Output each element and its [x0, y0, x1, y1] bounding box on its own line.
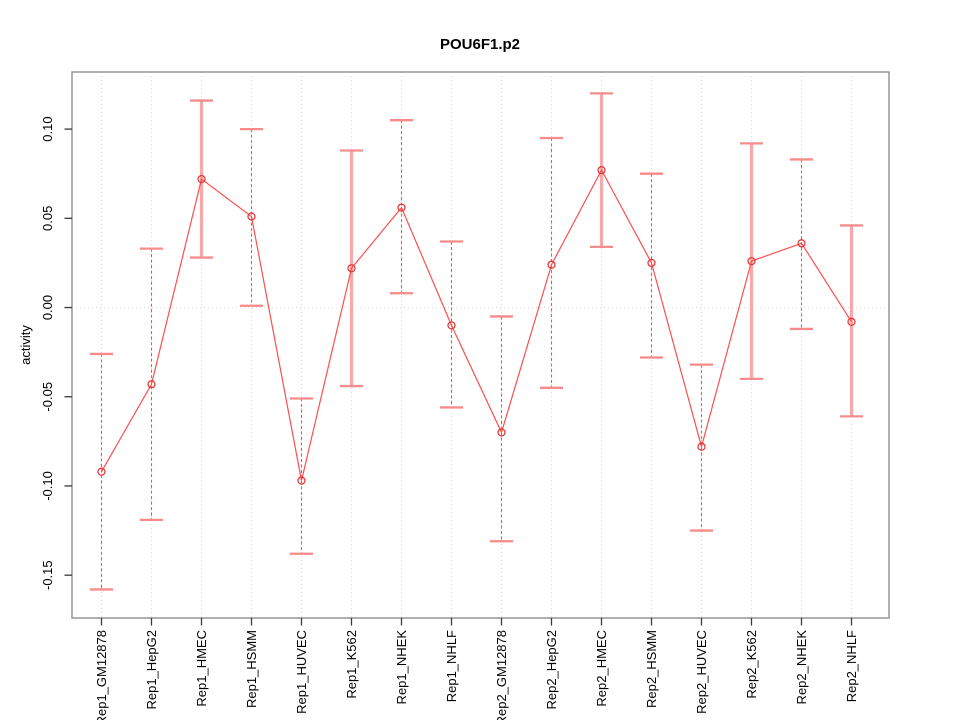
data-point [147, 380, 156, 389]
x-tick-label: Rep1_K562 [344, 630, 359, 699]
data-point [497, 428, 506, 437]
x-axis-ticks: Rep1_GM12878 Rep1_HepG2 Rep1_HMEC Rep1_HSMM… [94, 618, 859, 720]
y-tick-label: 0.05 [40, 206, 55, 231]
error-bar [540, 136, 563, 389]
error-bar [290, 397, 313, 555]
x-tick-label: Rep1_HMEC [194, 630, 209, 707]
x-tick-label: Rep2_NHEK [794, 630, 809, 705]
data-point [847, 317, 856, 326]
y-tick-label: 0.10 [40, 116, 55, 141]
data-point [97, 467, 106, 476]
data-point [447, 321, 456, 330]
y-axis-ticks: 0.10 0.05 0.00 -0.05 -0.10 -0.15 [40, 116, 72, 590]
data-line [100, 168, 853, 481]
error-bars [90, 92, 863, 591]
x-tick-label: Rep2_HMEC [594, 630, 609, 707]
x-tick-label: Rep2_GM12878 [494, 630, 509, 720]
y-axis-label: activity [18, 325, 33, 365]
data-points [97, 165, 856, 485]
x-tick-label: Rep2_HUVEC [694, 630, 709, 714]
data-point [547, 260, 556, 269]
x-tick-label: Rep2_HSMM [644, 630, 659, 708]
data-point [247, 212, 256, 221]
x-tick-label: Rep1_HUVEC [294, 630, 309, 714]
error-bar [640, 172, 663, 359]
gridlines [72, 72, 889, 618]
y-tick-label: -0.10 [40, 471, 55, 501]
error-bar [140, 247, 163, 522]
data-point [197, 174, 206, 184]
y-tick-label: 0.00 [40, 295, 55, 320]
data-point [797, 239, 806, 248]
data-point [297, 476, 306, 485]
data-point [747, 256, 756, 266]
x-tick-label: Rep2_HepG2 [544, 630, 559, 710]
data-point [697, 442, 706, 451]
x-tick-label: Rep1_HSMM [244, 630, 259, 708]
x-tick-label: Rep2_K562 [744, 630, 759, 699]
data-point [397, 203, 406, 212]
x-tick-label: Rep2_NHLF [844, 630, 859, 702]
y-tick-label: -0.05 [40, 382, 55, 412]
data-point [647, 258, 656, 268]
x-tick-label: Rep1_NHLF [444, 630, 459, 702]
y-tick-label: -0.15 [40, 560, 55, 590]
data-point [597, 165, 606, 175]
x-tick-label: Rep1_NHEK [394, 630, 409, 705]
error-bar [390, 119, 413, 295]
x-tick-label: Rep1_HepG2 [144, 630, 159, 710]
plot-box [71, 71, 890, 619]
x-tick-label: Rep1_GM12878 [94, 630, 109, 720]
chart-title: POU6F1.p2 [440, 36, 520, 53]
data-point [347, 264, 356, 273]
